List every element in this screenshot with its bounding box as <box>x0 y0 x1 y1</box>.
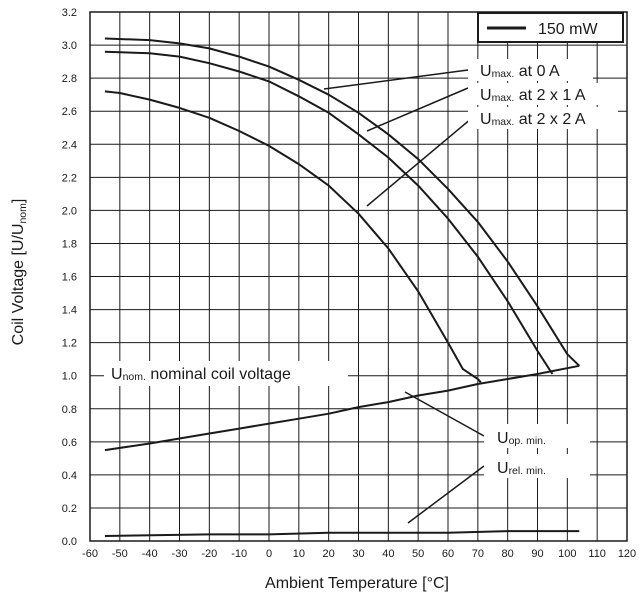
y-tick-label: 0.8 <box>62 404 77 416</box>
label-umax-2x1a-sub: max. <box>492 92 515 104</box>
label-urel-min: Urel. min. <box>497 460 546 477</box>
label-umax-2x1a-background <box>468 83 618 105</box>
label-umax-0a-main: U <box>480 63 492 80</box>
x-tick-label: 20 <box>323 548 335 560</box>
label-urel-min-main: U <box>497 460 509 477</box>
y-tick-label: 1.6 <box>62 272 77 284</box>
label-uop-min: Uop. min. <box>497 430 546 447</box>
label-unom-sub: nom. <box>123 371 146 383</box>
label-unom-rest: nominal coil voltage <box>146 366 291 383</box>
y-axis-label-main: Coil Voltage [U/U <box>10 224 27 346</box>
urel-min-curve <box>104 530 580 537</box>
label-unom-background <box>104 361 348 386</box>
x-tick-label: 110 <box>588 548 606 560</box>
y-tick-label: 2.4 <box>62 139 77 151</box>
umax-2x1a-curve <box>104 50 554 375</box>
x-tick-label: -50 <box>112 548 128 560</box>
legend: 150 mW <box>477 12 624 43</box>
label-umax-0a-leader <box>323 69 469 90</box>
label-umax-2x2a-sub: max. <box>492 116 515 128</box>
label-umax-2x1a-main: U <box>480 87 492 104</box>
label-unom: Unom. nominal coil voltage <box>111 366 291 383</box>
y-tick-label: 2.2 <box>62 172 77 184</box>
label-urel-min-leader <box>407 465 485 524</box>
x-tick-label: 40 <box>382 548 394 560</box>
umax-0a-curve <box>104 37 580 367</box>
x-tick-label: 90 <box>531 548 543 560</box>
curves <box>104 37 581 537</box>
x-tick-label: 30 <box>352 548 364 560</box>
label-uop-min-main: U <box>497 430 509 447</box>
x-tick-label: 70 <box>472 548 484 560</box>
label-umax-2x2a-rest: at 2 x 2 A <box>514 111 585 128</box>
y-tick-label: 0.2 <box>62 503 77 515</box>
y-tick-label: 2.8 <box>62 73 77 85</box>
y-tick-label: 1.0 <box>62 371 77 383</box>
x-tick-label: 100 <box>558 548 576 560</box>
y-tick-label: 1.8 <box>62 238 77 250</box>
label-umax-2x1a: Umax. at 2 x 1 A <box>480 87 586 104</box>
label-umax-2x1a-leader <box>366 87 469 132</box>
y-tick-label: 0.6 <box>62 437 77 449</box>
x-tick-label: 120 <box>618 548 636 560</box>
x-tick-label: 50 <box>412 548 424 560</box>
y-tick-label: 0.0 <box>62 536 77 548</box>
label-umax-2x1a-rest: at 2 x 1 A <box>514 87 585 104</box>
label-urel-min-sub: rel. min. <box>509 465 546 477</box>
label-uop-min-background <box>484 424 590 448</box>
label-umax-2x2a: Umax. at 2 x 2 A <box>480 111 586 128</box>
tick-labels: -60 -50 -40 -30 -20 -10 0 10 20 30 40 50 60 70 80 90 100… <box>62 7 636 560</box>
x-tick-label: -10 <box>231 548 247 560</box>
legend-label: 150 mW <box>538 21 598 38</box>
label-uop-min-leader <box>404 391 485 437</box>
x-tick-label: -40 <box>142 548 158 560</box>
label-umax-0a-rest: at 0 A <box>514 63 560 80</box>
x-tick-label: 60 <box>442 548 454 560</box>
y-axis-label-end: ] <box>10 199 27 203</box>
label-umax-2x2a-main: U <box>480 111 492 128</box>
label-umax-0a: Umax. at 0 A <box>480 63 560 80</box>
x-tick-label: -60 <box>82 548 98 560</box>
y-tick-label: 2.6 <box>62 106 77 118</box>
y-axis-label: Coil Voltage [U/Unom] <box>10 199 29 346</box>
y-tick-label: 2.0 <box>62 205 77 217</box>
y-tick-label: 1.2 <box>62 338 77 350</box>
y-tick-label: 0.4 <box>62 470 77 482</box>
y-tick-label: 3.0 <box>62 40 77 52</box>
x-tick-label: 80 <box>502 548 514 560</box>
x-tick-label: 0 <box>266 548 272 560</box>
label-umax-0a-background <box>468 59 593 81</box>
plot-frame <box>89 11 628 542</box>
y-tick-label: 1.4 <box>62 305 77 317</box>
label-umax-2x2a-background <box>468 107 618 129</box>
y-axis-label-sub: nom <box>17 203 29 224</box>
label-urel-min-background <box>484 454 590 478</box>
x-tick-label: 10 <box>293 548 305 560</box>
label-umax-0a-sub: max. <box>492 68 515 80</box>
uop-min-curve <box>104 364 580 452</box>
x-tick-label: -20 <box>201 548 217 560</box>
x-tick-label: -30 <box>172 548 188 560</box>
umax-2x2a-curve <box>104 90 482 383</box>
label-umax-2x2a-leader <box>366 117 473 207</box>
label-uop-min-sub: op. min. <box>509 435 546 447</box>
x-axis-label: Ambient Temperature [°C] <box>265 575 449 592</box>
y-tick-label: 3.2 <box>62 7 77 19</box>
label-unom-main: U <box>111 366 123 383</box>
